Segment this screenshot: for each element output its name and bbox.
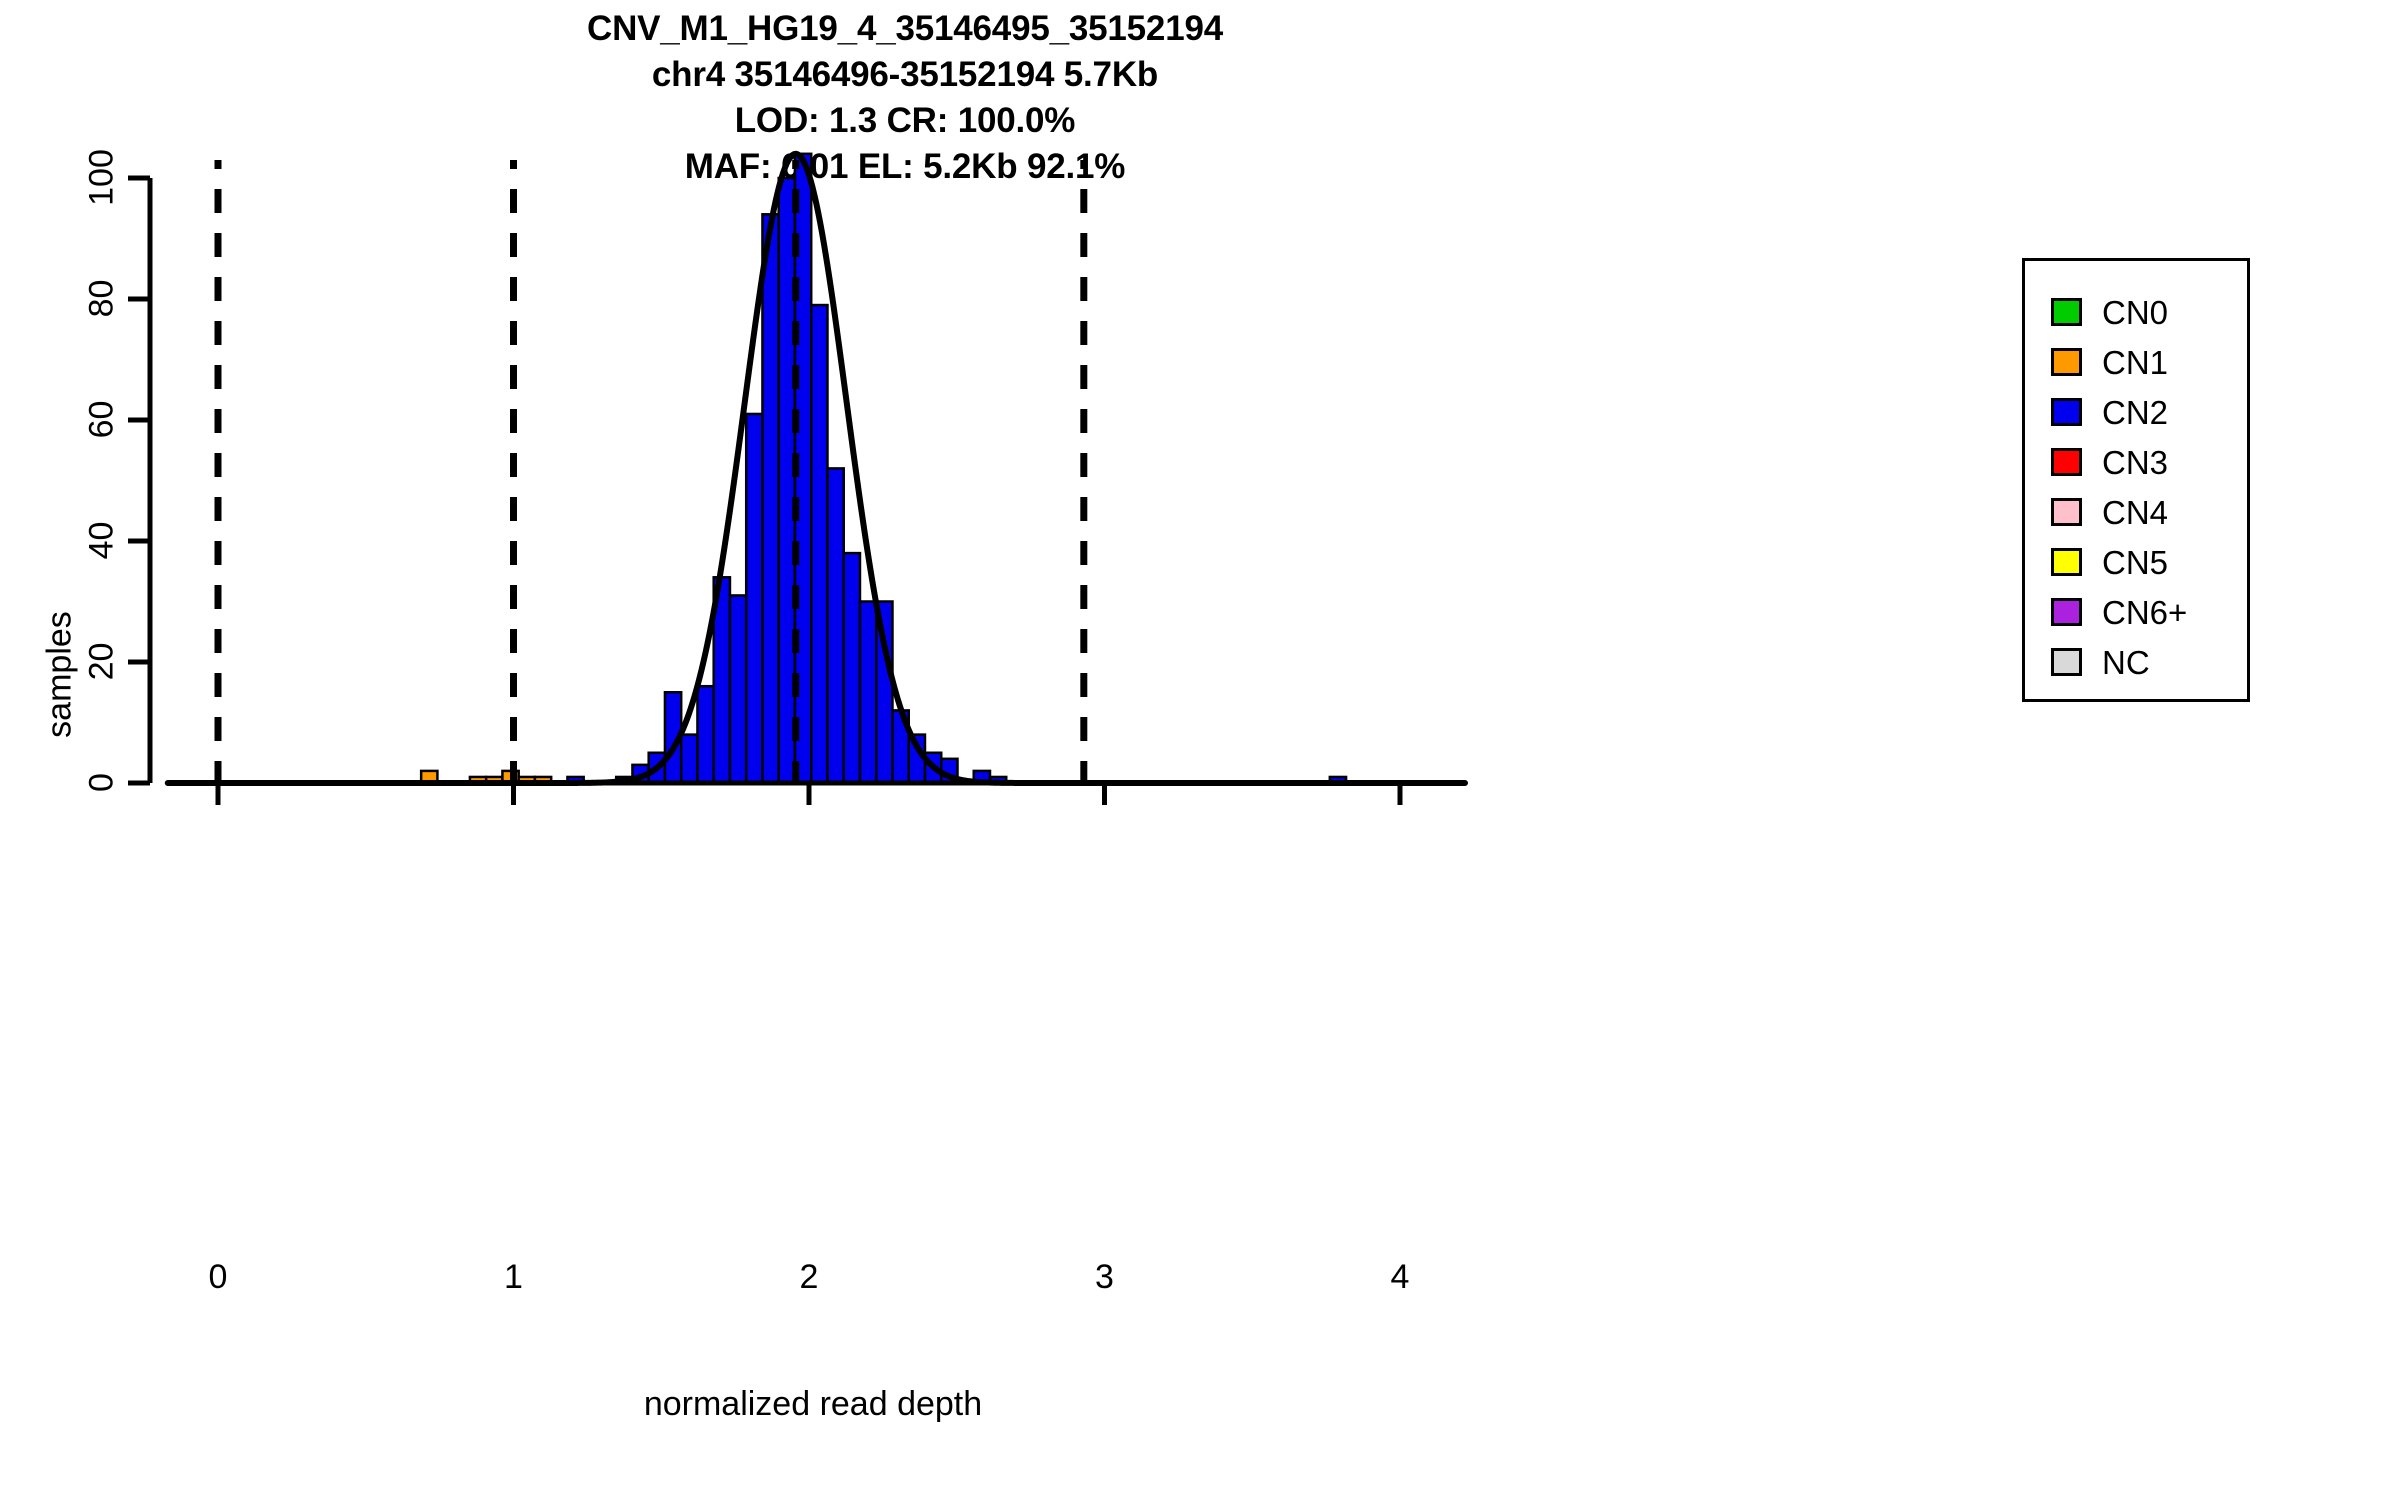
legend-item-label: CN1: [2102, 343, 2169, 381]
legend-swatch-icon: [2051, 598, 2082, 626]
y-tick-label: 100: [82, 149, 121, 206]
legend-item-cn1[interactable]: CN1: [2051, 337, 2187, 387]
y-tick-label: 80: [82, 279, 121, 318]
legend-swatch-icon: [2051, 498, 2082, 526]
title-line-4: MAF: 0.01 EL: 5.2Kb 92.1%: [684, 147, 1126, 186]
histogram-bar-cn2: [696, 684, 715, 785]
legend-item-cn5[interactable]: CN5: [2051, 537, 2187, 587]
x-axis-label: normalized read depth: [643, 1385, 983, 1423]
y-tick-label: 20: [82, 642, 121, 681]
histogram-bars: [419, 152, 1348, 785]
legend-item-label: NC: [2102, 643, 2150, 681]
x-tick-label: 0: [208, 1258, 228, 1296]
axes: [128, 175, 1466, 805]
y-tick-label: 0: [82, 773, 121, 792]
title-line-3: LOD: 1.3 CR: 100.0%: [734, 101, 1076, 140]
legend-item-cn6plus[interactable]: CN6+: [2051, 587, 2187, 637]
chart-title-block: CNV_M1_HG19_4_35146495_35152194 chr4 351…: [0, 6, 1810, 190]
legend-swatch-icon: [2051, 448, 2082, 476]
histogram-bar-cn2: [679, 733, 699, 785]
legend-swatch-icon: [2051, 548, 2082, 576]
legend-item-label: CN0: [2102, 293, 2169, 331]
legend-item-label: CN3: [2102, 443, 2169, 481]
y-tick-label: 60: [82, 400, 121, 439]
x-tick-label: 1: [504, 1258, 523, 1296]
histogram-bar-cn2: [728, 594, 748, 785]
legend-item-cn4[interactable]: CN4: [2051, 487, 2187, 537]
legend-item-cn3[interactable]: CN3: [2051, 437, 2187, 487]
x-tick-label: 2: [799, 1258, 819, 1296]
histogram-bar-cn2: [744, 412, 764, 785]
legend-item-label: CN5: [2102, 543, 2169, 581]
title-line-1: CNV_M1_HG19_4_35146495_35152194: [587, 9, 1223, 48]
legend-swatch-icon: [2051, 398, 2082, 426]
histogram-bar-cn2: [826, 467, 845, 785]
legend-item-nc[interactable]: NC: [2051, 637, 2187, 687]
legend: CN0 CN1 CN2 CN3 CN4 CN5 CN6+ NC: [2022, 258, 2250, 702]
legend-item-label: CN2: [2102, 393, 2169, 431]
legend-swatch-icon: [2051, 348, 2082, 376]
x-tick-label: 3: [1095, 1258, 1114, 1296]
histogram-bar-cn2: [858, 600, 878, 785]
legend-item-cn0[interactable]: CN0: [2051, 287, 2187, 337]
title-line-2: chr4 35146496-35152194 5.7Kb: [651, 55, 1159, 94]
histogram-bar-cn2: [809, 303, 829, 785]
boundary-lines: [214, 160, 1088, 785]
legend-item-list: CN0 CN1 CN2 CN3 CN4 CN5 CN6+ NC: [2051, 287, 2187, 687]
histogram-bar-cn2: [842, 551, 862, 785]
x-tick-label: 4: [1390, 1258, 1410, 1296]
histogram-bar-cn2: [761, 213, 780, 785]
legend-swatch-icon: [2051, 648, 2082, 676]
y-tick-label: 40: [82, 521, 121, 560]
legend-item-cn2[interactable]: CN2: [2051, 387, 2187, 437]
legend-item-label: CN4: [2102, 493, 2169, 531]
legend-item-label: CN6+: [2102, 593, 2188, 631]
legend-swatch-icon: [2051, 298, 2082, 326]
